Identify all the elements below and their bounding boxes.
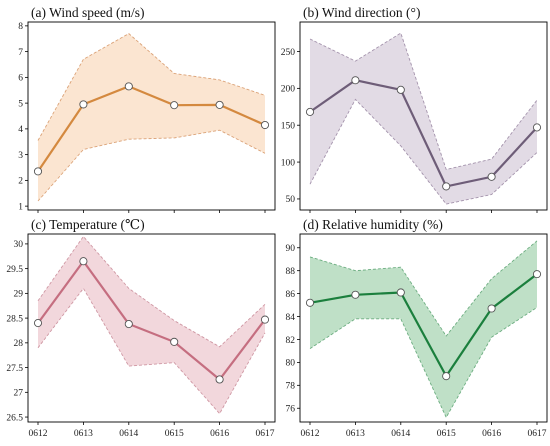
- data-point: [442, 182, 451, 191]
- series-line: [309, 273, 538, 379]
- x-tick-label: 0616: [210, 429, 229, 439]
- x-tick-label: 0617: [528, 429, 547, 439]
- upper-bound-line: [37, 235, 266, 348]
- y-tick-label: 76: [286, 405, 296, 415]
- uncertainty-band: [38, 236, 265, 414]
- y-tick-label: 82: [286, 336, 296, 346]
- y-tick-label: 100: [281, 158, 296, 168]
- y-tick-label: 88: [286, 267, 296, 277]
- plot-frame: [27, 21, 276, 211]
- plot-frame: [299, 233, 548, 423]
- x-tick-label: 0613: [346, 429, 365, 439]
- panel-title: (d) Relative humidity (%): [303, 217, 443, 232]
- data-point: [305, 298, 315, 307]
- data-point: [170, 337, 179, 346]
- data-point: [396, 85, 405, 94]
- y-tick-label: 150: [281, 122, 296, 132]
- data-point: [124, 319, 133, 329]
- y-tick-label: 30: [14, 240, 24, 250]
- x-tick-label: 0617: [256, 429, 275, 439]
- data-point: [33, 319, 43, 328]
- y-tick-label: 78: [286, 382, 296, 392]
- data-point: [396, 288, 405, 297]
- y-tick-label: 29: [14, 290, 24, 300]
- data-point: [487, 304, 496, 313]
- panel-c: 26.5 27 27.5 28 28.5 29 29.5 30 0612 0613 0614 0615…: [6, 217, 276, 439]
- data-point: [532, 270, 542, 279]
- data-point: [215, 375, 224, 384]
- lower-bound-line: [37, 129, 266, 202]
- data-point: [79, 100, 88, 109]
- plot-frame: [27, 233, 276, 423]
- lower-bound-line: [309, 307, 538, 419]
- panel-title: (c) Temperature (℃): [31, 217, 145, 232]
- y-tick-label: 8: [18, 22, 23, 32]
- panel-b: 50 100 150 200 250 (b) Wind direction (°): [281, 5, 548, 213]
- y-tick-label: 86: [286, 290, 296, 300]
- lower-bound-line: [309, 98, 538, 205]
- x-tick-label: 0612: [29, 429, 48, 439]
- x-tick-label: 0614: [391, 429, 410, 439]
- y-tick-label: 250: [281, 48, 296, 58]
- y-tick-label: 5: [18, 99, 23, 109]
- panel-title: (a) Wind speed (m/s): [31, 5, 145, 20]
- upper-bound-line: [37, 33, 266, 141]
- upper-bound-line: [309, 32, 538, 171]
- series-line: [309, 79, 538, 188]
- data-point: [215, 100, 224, 109]
- lower-bound-line: [37, 287, 266, 415]
- y-tick-label: 84: [286, 313, 296, 323]
- data-point: [532, 123, 542, 132]
- data-point: [260, 315, 270, 324]
- y-tick-label: 7: [18, 48, 23, 58]
- uncertainty-band: [310, 33, 537, 205]
- y-tick-label: 27: [14, 389, 24, 399]
- uncertainty-band: [310, 240, 537, 418]
- data-point: [124, 82, 133, 91]
- y-tick-label: 50: [286, 195, 296, 205]
- panel-title: (b) Wind direction (°): [303, 5, 420, 20]
- x-tick-label: 0615: [437, 429, 456, 439]
- data-point: [260, 120, 270, 130]
- series-line: [37, 85, 266, 173]
- y-tick-label: 2: [18, 177, 23, 187]
- data-point: [33, 167, 43, 176]
- y-tick-label: 29.5: [6, 265, 23, 275]
- data-point: [79, 257, 88, 266]
- y-tick-label: 6: [18, 74, 23, 84]
- series-line: [37, 259, 266, 382]
- data-point: [351, 290, 360, 299]
- y-tick-label: 200: [281, 85, 296, 95]
- y-tick-label: 27.5: [6, 364, 23, 374]
- y-tick-label: 3: [18, 151, 23, 161]
- panel-a: 1 2 3 4 5 6 7 8 (a) Wind speed (m/s): [18, 5, 276, 213]
- x-tick-label: 0615: [165, 429, 184, 439]
- y-tick-label: 28.5: [6, 314, 23, 324]
- data-point: [305, 107, 315, 116]
- x-tick-label: 0613: [74, 429, 93, 439]
- x-tick-label: 0616: [482, 429, 501, 439]
- y-tick-label: 90: [286, 244, 296, 254]
- uncertainty-band: [38, 33, 265, 201]
- data-point: [487, 172, 496, 181]
- data-point: [351, 76, 360, 85]
- data-point: [442, 372, 451, 381]
- y-tick-label: 1: [18, 202, 23, 212]
- y-tick-label: 28: [14, 339, 24, 349]
- y-tick-label: 26.5: [6, 413, 23, 423]
- panel-d: 76 78 80 82 84 86 88 90 0612 0613 0614 0615 0616 0617…: [286, 217, 548, 439]
- x-tick-label: 0614: [119, 429, 138, 439]
- data-point: [170, 101, 179, 110]
- x-tick-label: 0612: [301, 429, 320, 439]
- y-tick-label: 80: [286, 359, 296, 369]
- y-tick-label: 4: [18, 125, 23, 135]
- plot-frame: [299, 21, 548, 211]
